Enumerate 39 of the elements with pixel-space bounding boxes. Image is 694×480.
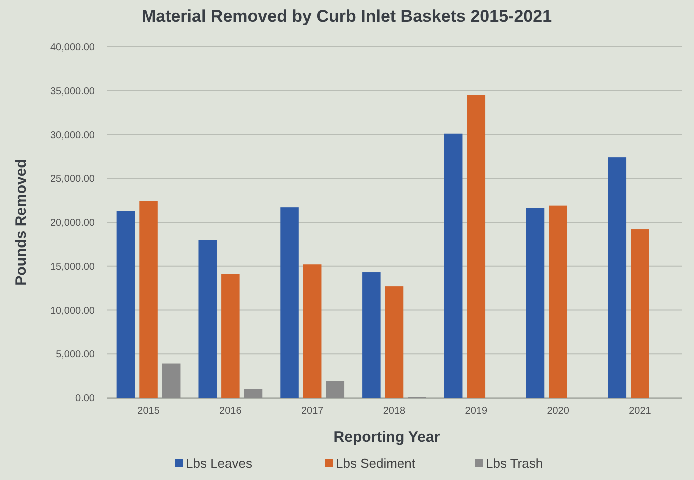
bar (549, 206, 568, 398)
y-tick-label: 25,000.00 (50, 174, 96, 186)
x-tick-label: 2018 (383, 406, 406, 417)
bar (303, 264, 322, 398)
bar (467, 95, 486, 398)
bar (140, 201, 158, 398)
bar (526, 208, 545, 398)
bar (280, 208, 299, 398)
y-tick-label: 0.00 (76, 394, 96, 404)
x-tick-label: 2015 (138, 406, 160, 417)
x-tick-label: 2019 (465, 406, 488, 417)
y-tick-label: 40,000.00 (50, 42, 96, 54)
y-tick-label: 30,000.00 (50, 130, 96, 142)
y-tick-label: 5,000.00 (56, 350, 96, 361)
bar (631, 230, 650, 398)
y-tick-label: 20,000.00 (50, 218, 96, 229)
x-tick-label: 2021 (629, 406, 652, 417)
x-tick-label: 2016 (220, 406, 242, 417)
legend-label: Lbs Sediment (336, 456, 416, 471)
bar (385, 286, 404, 398)
bar (198, 240, 217, 398)
legend-label: Lbs Trash (486, 456, 544, 471)
bar (362, 272, 381, 398)
legend-label: Lbs Leaves (186, 456, 253, 471)
y-axis-title: Pounds Removed (13, 159, 30, 286)
y-tick-label: 15,000.00 (50, 262, 96, 273)
bar (162, 364, 181, 398)
bar (608, 158, 627, 398)
chart-title: Material Removed by Curb Inlet Baskets 2015-2021 (142, 7, 552, 26)
y-tick-label: 10,000.00 (50, 306, 96, 317)
x-axis-title: Reporting Year (334, 429, 440, 446)
bar (326, 381, 345, 398)
x-tick-label: 2020 (547, 406, 570, 417)
bar (116, 211, 136, 398)
x-tick-label: 2017 (301, 406, 324, 417)
y-tick-label: 35,000.00 (50, 86, 96, 98)
bar (222, 274, 240, 398)
bar (244, 389, 263, 398)
bar (444, 134, 463, 398)
